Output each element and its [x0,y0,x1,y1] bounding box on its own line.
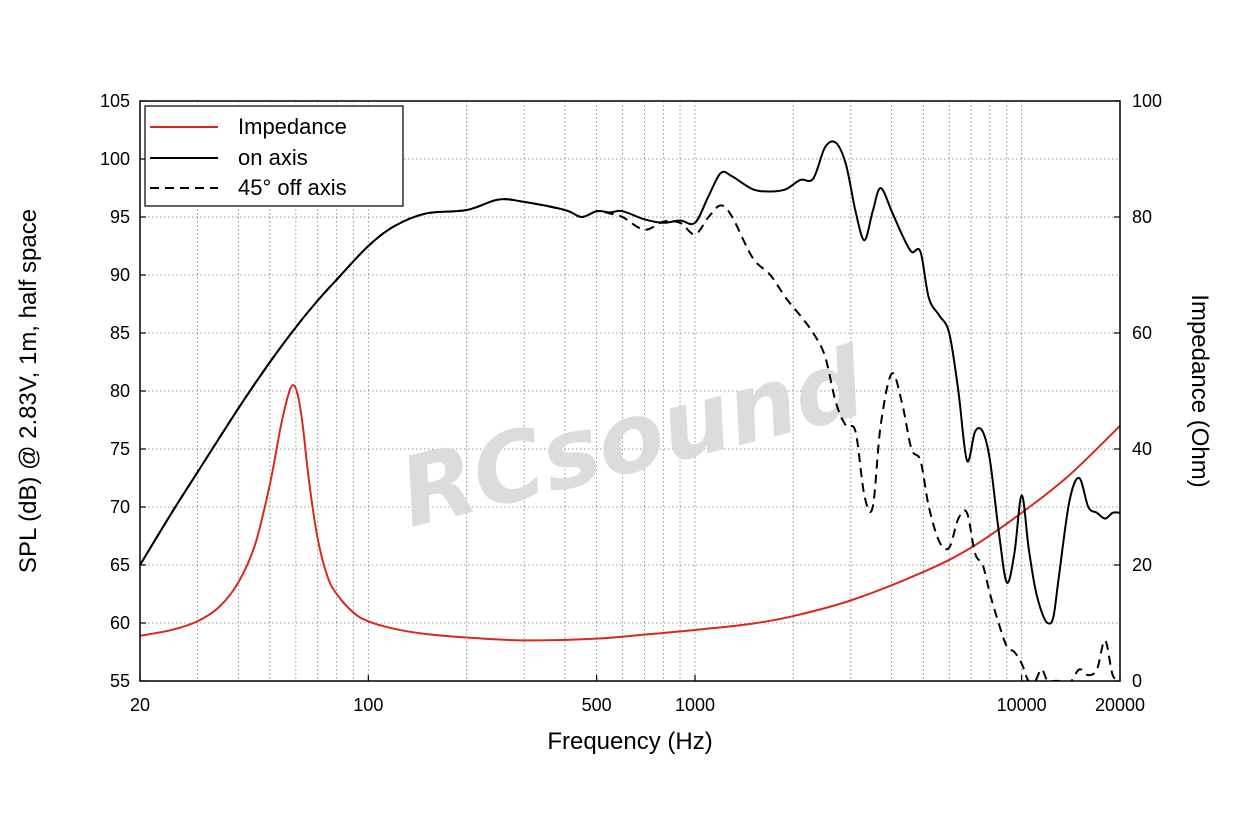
y-tick-label: 105 [100,91,130,111]
y2-axis-title: Impedance (Ohm) [1186,294,1213,487]
legend-label-impedance: Impedance [238,114,347,139]
y-tick-label: 95 [110,207,130,227]
y-axis-title: SPL (dB) @ 2.83V, 1m, half space [15,209,42,573]
y2-tick-label: 80 [1132,207,1152,227]
x-tick-label: 100 [353,695,383,715]
y-tick-label: 90 [110,265,130,285]
x-axis-ticks: 20 100 500 1000 10000 20000 [130,675,1145,715]
watermark: RCsound [389,326,876,549]
legend-box [144,105,404,207]
y2-tick-label: 100 [1132,91,1162,111]
x-tick-label: 20000 [1095,695,1145,715]
y-tick-label: 65 [110,555,130,575]
y-tick-label: 100 [100,149,130,169]
y-axis-ticks: 55 60 65 70 75 80 85 90 95 100 105 [100,91,146,691]
y2-tick-label: 60 [1132,323,1152,343]
series-line-45-off-axis [140,198,1120,681]
x-tick-label: 1000 [675,695,715,715]
y-tick-label: 80 [110,381,130,401]
y-tick-label: 60 [110,613,130,633]
y2-tick-label: 40 [1132,439,1152,459]
y2-tick-label: 20 [1132,555,1152,575]
x-tick-label: 500 [582,695,612,715]
y-tick-label: 85 [110,323,130,343]
series-line-impedance [140,384,1120,642]
x-tick-label: 10000 [997,695,1047,715]
legend: Impedance on axis 45° off axis [144,105,404,207]
y-tick-label: 55 [110,671,130,691]
y-tick-label: 70 [110,497,130,517]
y2-axis-ticks: 0 20 40 60 80 100 [1114,91,1162,691]
y2-tick-label: 0 [1132,671,1142,691]
x-tick-label: 20 [130,695,150,715]
x-axis-title: Frequency (Hz) [547,728,712,755]
y-tick-label: 75 [110,439,130,459]
legend-label-on-axis: on axis [238,145,308,170]
legend-label-off-axis: 45° off axis [238,175,347,200]
series-lines [140,140,1120,681]
